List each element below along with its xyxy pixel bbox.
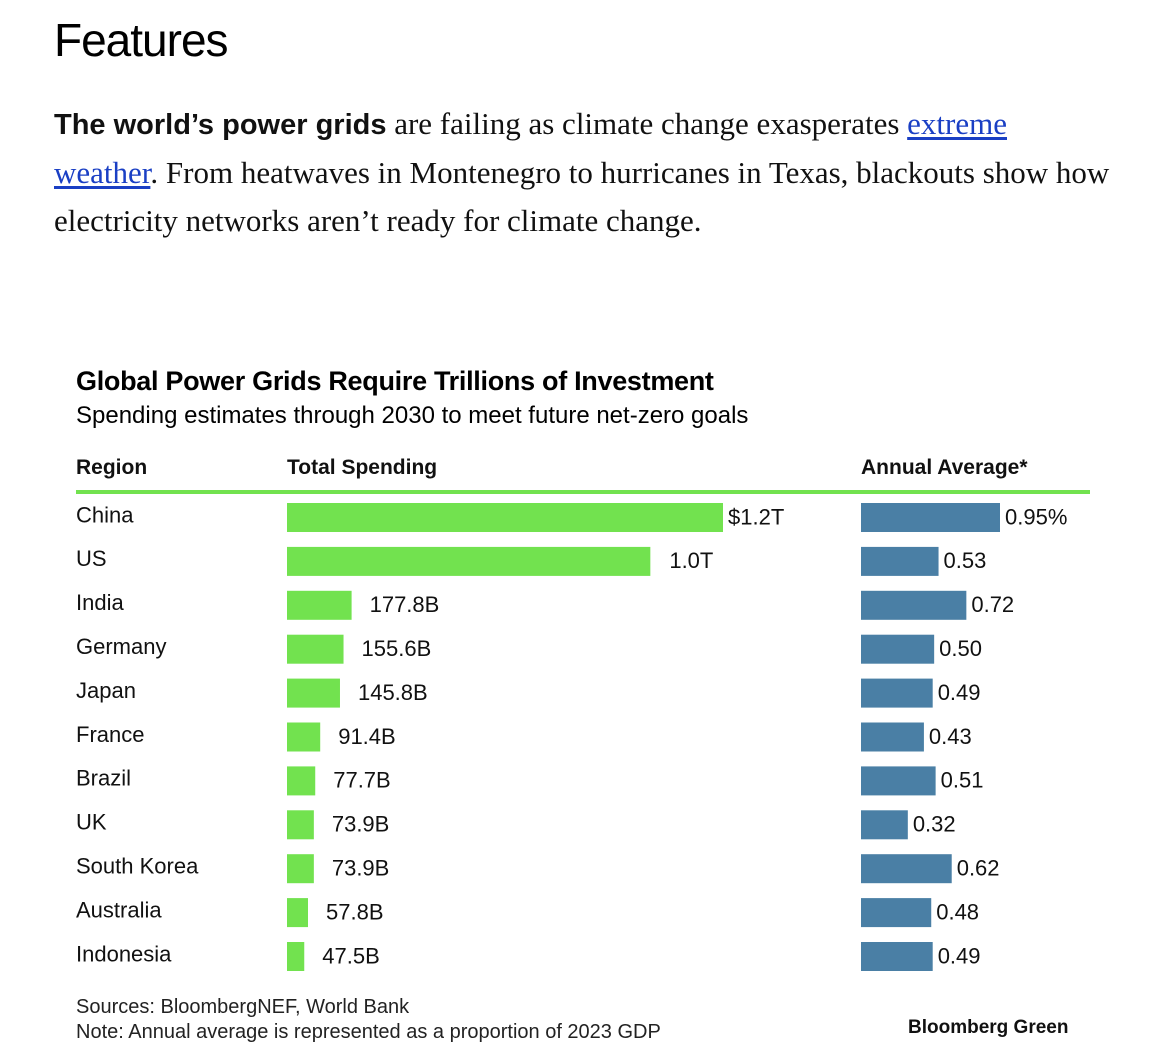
intro-text-1: are failing as climate change exasperate… <box>386 106 908 141</box>
region-label: Brazil <box>76 766 131 791</box>
column-header-region: Region <box>76 456 147 479</box>
annual-average-bar <box>861 590 967 620</box>
total-spending-label: 77.7B <box>333 768 391 793</box>
total-spending-label: 155.6B <box>362 636 432 661</box>
region-label: Germany <box>76 634 166 659</box>
region-label: UK <box>76 810 107 835</box>
total-spending-label: 73.9B <box>332 856 390 881</box>
total-spending-bar <box>287 546 651 576</box>
region-label: South Korea <box>76 854 199 879</box>
chart-title: Global Power Grids Require Trillions of … <box>76 366 714 396</box>
annual-average-bar <box>861 678 933 708</box>
annual-average-label: 0.48 <box>936 899 979 924</box>
total-spending-bar <box>287 678 340 708</box>
annual-average-label: 0.49 <box>938 680 981 705</box>
brand-logo: Bloomberg Green <box>908 1017 1069 1038</box>
annual-average-label: 0.49 <box>938 943 981 968</box>
total-spending-bar <box>287 634 344 664</box>
intro-lead: The world’s power grids <box>54 109 387 141</box>
region-label: India <box>76 590 124 615</box>
total-spending-label: $1.2T <box>728 504 784 529</box>
annual-average-bar <box>861 766 936 796</box>
chart-subtitle: Spending estimates through 2030 to meet … <box>76 402 749 429</box>
annual-average-bar <box>861 810 908 840</box>
annual-average-label: 0.62 <box>957 856 1000 881</box>
gdp-note: Note: Annual average is represented as a… <box>76 1021 661 1043</box>
grid-investment-chart: Region Total Spending Annual Average* China… <box>76 456 1090 971</box>
region-label: Japan <box>76 678 136 703</box>
total-spending-label: 145.8B <box>358 680 428 705</box>
annual-average-label: 0.53 <box>944 548 987 573</box>
annual-average-label: 0.50 <box>939 636 982 661</box>
total-spending-bar <box>287 854 314 884</box>
annual-average-bar <box>861 546 939 576</box>
total-spending-bar <box>287 942 305 971</box>
column-header-annual: Annual Average* <box>861 456 1028 479</box>
annual-average-bar <box>861 722 924 752</box>
total-spending-bar <box>287 898 309 928</box>
annual-average-bar <box>861 634 935 664</box>
region-label: France <box>76 722 144 747</box>
total-spending-label: 1.0T <box>669 548 713 573</box>
annual-average-bar <box>861 854 952 884</box>
sources-note: Sources: BloombergNEF, World Bank <box>76 996 410 1018</box>
annual-average-bar <box>861 503 1000 532</box>
extreme-weather-link[interactable]: extreme weather <box>54 106 1007 190</box>
header-rule <box>76 490 1090 494</box>
column-header-total: Total Spending <box>287 456 437 479</box>
total-spending-bar <box>287 503 723 532</box>
annual-average-label: 0.95% <box>1005 504 1067 529</box>
total-spending-label: 177.8B <box>370 592 440 617</box>
total-spending-bar <box>287 810 314 840</box>
total-spending-label: 47.5B <box>322 943 380 968</box>
annual-average-label: 0.43 <box>929 724 972 749</box>
section-heading: Features <box>54 14 229 66</box>
annual-average-label: 0.51 <box>941 768 984 793</box>
total-spending-label: 91.4B <box>338 724 396 749</box>
total-spending-bar <box>287 590 352 620</box>
intro-text-2: . From heatwaves in Montenegro to hurric… <box>54 155 1110 238</box>
intro-paragraph: The world’s power grids are failing as c… <box>54 100 1114 245</box>
total-spending-label: 73.9B <box>332 812 390 837</box>
annual-average-label: 0.32 <box>913 812 956 837</box>
total-spending-bar <box>287 722 321 752</box>
region-label: China <box>76 502 134 527</box>
annual-average-bar <box>861 942 933 971</box>
region-label: Indonesia <box>76 941 172 966</box>
annual-average-label: 0.72 <box>971 592 1014 617</box>
region-label: Australia <box>76 897 162 922</box>
region-label: US <box>76 546 107 571</box>
total-spending-bar <box>287 766 316 796</box>
total-spending-label: 57.8B <box>326 899 384 924</box>
annual-average-bar <box>861 898 932 928</box>
